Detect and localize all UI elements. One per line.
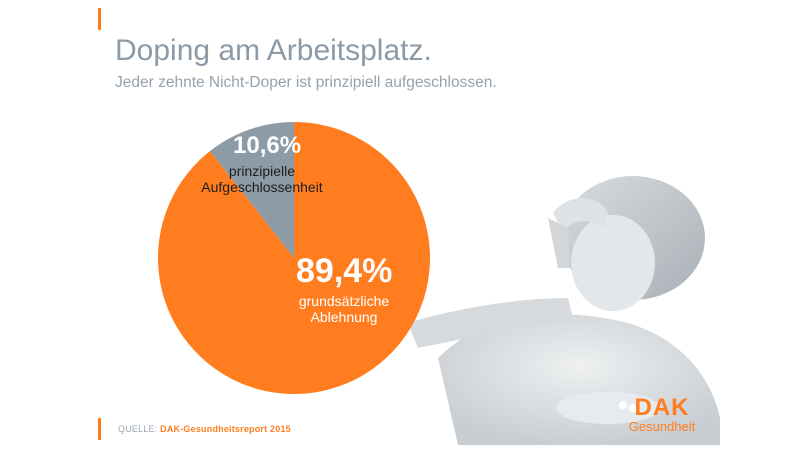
source-text: DAK-Gesundheitsreport 2015 <box>160 424 291 434</box>
accent-bar-top <box>98 8 101 30</box>
slice-desc-label-1: grundsätzliche Ablehnung <box>284 293 404 325</box>
slice-desc-line: prinzipielle <box>228 163 296 179</box>
source-prefix: QUELLE: <box>118 424 158 434</box>
pie-slice-0 <box>209 122 294 258</box>
pie-chart <box>158 122 430 395</box>
slice-value-label-0: 10,6% <box>233 132 302 159</box>
slice-value-label-1: 89,4% <box>296 252 393 290</box>
pie-slice-1 <box>158 122 430 395</box>
logo-sub-text: Gesundheit <box>628 419 696 434</box>
slice-desc-line: grundsätzliche <box>298 293 390 309</box>
slice-desc-label-0: prinzipielle Aufgeschlossenheit <box>197 163 327 195</box>
logo-main-text: DAK <box>634 394 690 421</box>
accent-bar-bottom <box>98 418 101 440</box>
source-note: QUELLE: DAK-Gesundheitsreport 2015 <box>118 424 291 434</box>
dak-logo: DAK Gesundheit <box>626 396 698 434</box>
chart-title: Doping am Arbeitsplatz. <box>115 34 432 67</box>
chart-subtitle: Jeder zehnte Nicht-Doper ist prinzipiell… <box>115 74 497 91</box>
woman-photo <box>408 176 720 445</box>
slice-desc-line: Ablehnung <box>310 309 378 325</box>
infographic-panel: Doping am Arbeitsplatz. Jeder zehnte Nic… <box>98 8 720 445</box>
slice-desc-line: Aufgeschlossenheit <box>201 179 323 195</box>
